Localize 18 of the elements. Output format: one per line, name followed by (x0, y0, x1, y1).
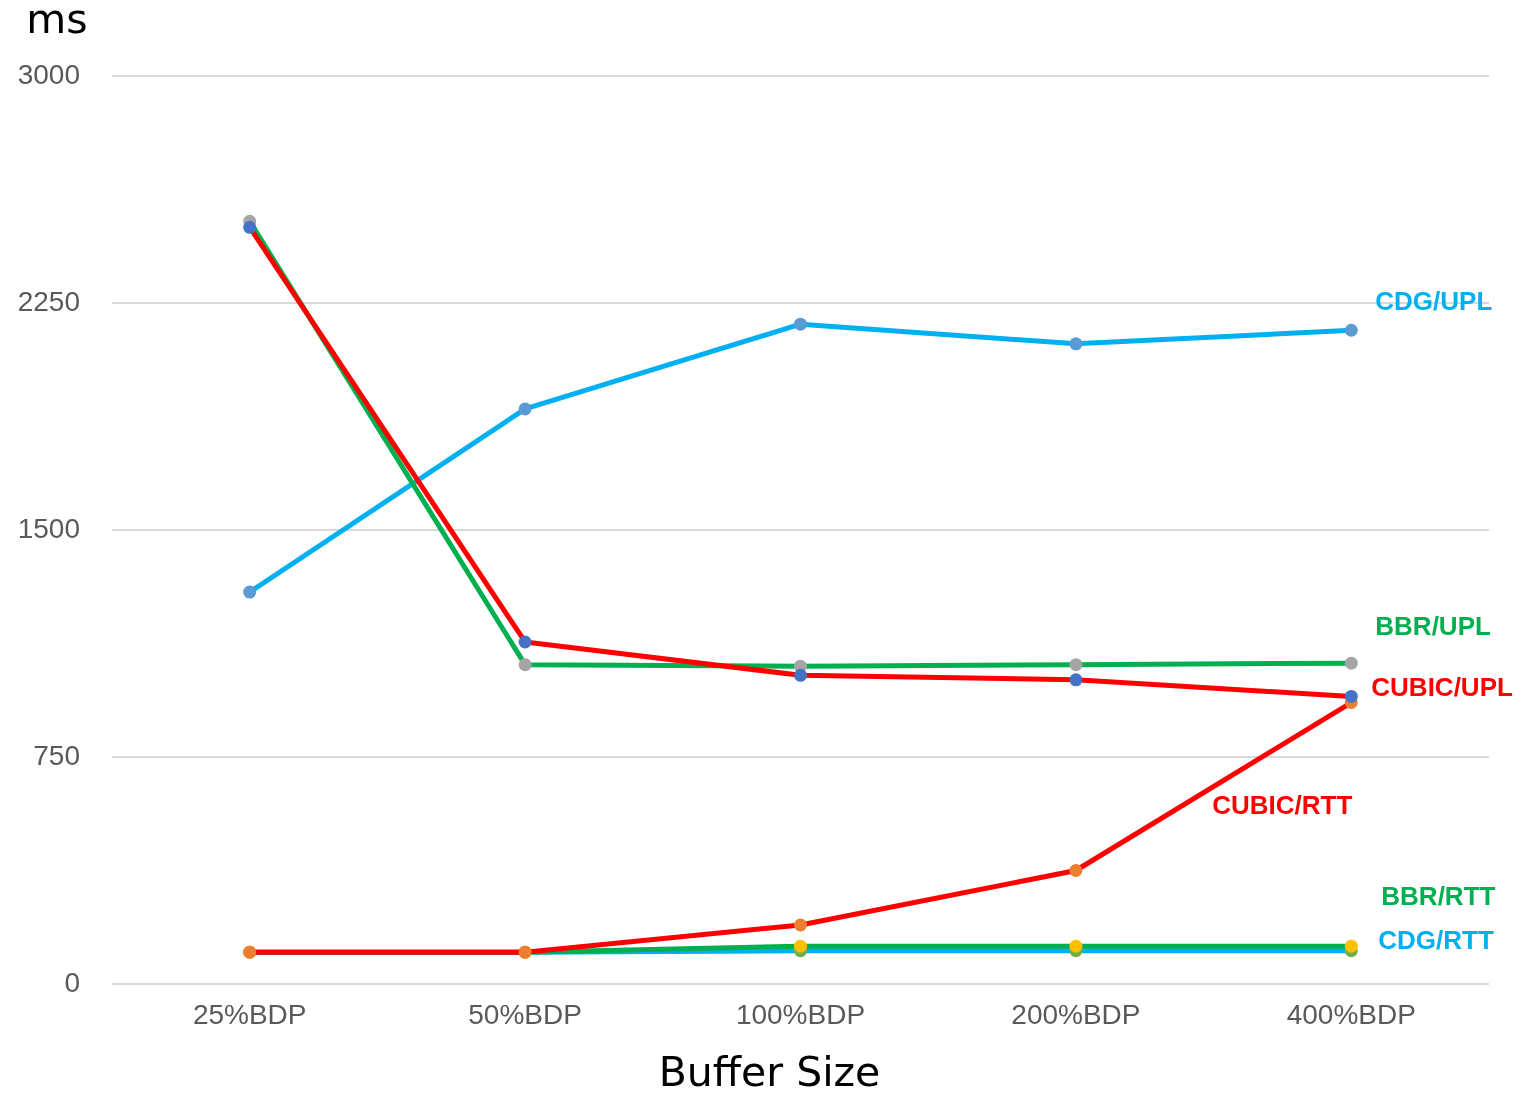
y-tick-label: 2250 (17, 285, 80, 317)
y-tick-label: 750 (33, 739, 80, 771)
x-axis-title: Buffer Size (658, 1047, 881, 1094)
y-tick-label: 0 (64, 966, 80, 998)
series-label: CUBIC/RTT (1212, 789, 1353, 820)
x-tick-label: 100%BDP (735, 998, 866, 1030)
x-tick-label: 400%BDP (1286, 998, 1416, 1030)
y-tick-label: 3000 (17, 58, 80, 90)
x-tick-label: 50%BDP (468, 998, 582, 1030)
series-label: CUBIC/UPL (1371, 671, 1513, 702)
series-label: BBR/UPL (1375, 611, 1491, 642)
x-tick-label: 200%BDP (1011, 998, 1141, 1030)
x-tick-label: 25%BDP (192, 998, 307, 1030)
series-label: CDG/UPL (1375, 286, 1493, 317)
series-label: CDG/RTT (1378, 924, 1494, 955)
y-axis-title: ms (26, 0, 88, 43)
series-label: BBR/RTT (1381, 881, 1496, 912)
y-tick-label: 1500 (17, 512, 80, 544)
